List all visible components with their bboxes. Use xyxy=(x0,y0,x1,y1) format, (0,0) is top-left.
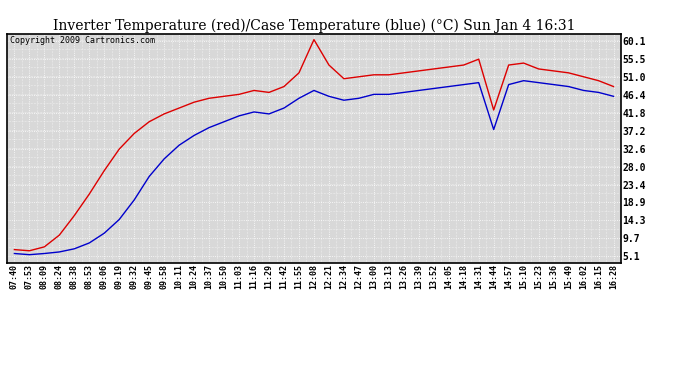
Title: Inverter Temperature (red)/Case Temperature (blue) (°C) Sun Jan 4 16:31: Inverter Temperature (red)/Case Temperat… xyxy=(52,18,575,33)
Text: Copyright 2009 Cartronics.com: Copyright 2009 Cartronics.com xyxy=(10,36,155,45)
